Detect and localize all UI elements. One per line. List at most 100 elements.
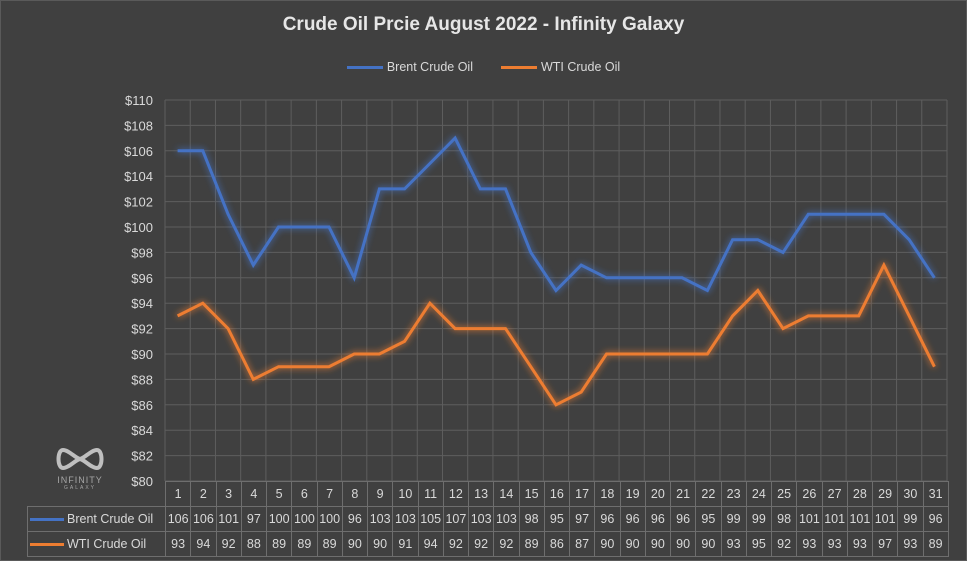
table-cell: 103 <box>493 506 520 532</box>
table-cell: 86 <box>543 531 571 557</box>
table-cell: 87 <box>568 531 596 557</box>
table-cell: 95 <box>695 506 722 532</box>
y-tick-label: $100 <box>124 220 153 235</box>
table-cell: 98 <box>518 506 545 532</box>
table-cell: 105 <box>417 506 444 532</box>
table-cell: 96 <box>619 506 646 532</box>
table-cell: 94 <box>190 531 217 557</box>
wti-key-icon <box>30 543 64 547</box>
chart-legend: Brent Crude Oil WTI Crude Oil <box>0 60 967 74</box>
table-cell: 95 <box>543 506 571 532</box>
table-cell: 101 <box>821 506 848 532</box>
table-cell: 107 <box>442 506 470 532</box>
y-tick-label: $96 <box>131 271 153 286</box>
table-cell: 93 <box>821 531 848 557</box>
table-cell: 89 <box>922 531 949 557</box>
table-corner <box>27 481 166 507</box>
brent-key-icon <box>30 518 64 522</box>
table-cell: 90 <box>695 531 722 557</box>
y-tick-label: $110 <box>125 93 153 108</box>
infinity-icon <box>56 447 104 471</box>
table-day-header: 30 <box>897 481 924 507</box>
y-tick-label: $88 <box>131 372 153 387</box>
table-cell: 88 <box>240 531 268 557</box>
table-day-header: 5 <box>265 481 293 507</box>
table-cell: 103 <box>467 506 495 532</box>
table-cell: 90 <box>669 531 697 557</box>
y-tick-label: $102 <box>124 195 153 210</box>
table-cell: 99 <box>897 506 924 532</box>
table-day-header: 31 <box>922 481 949 507</box>
table-cell: 96 <box>341 506 369 532</box>
table-day-header: 12 <box>442 481 470 507</box>
table-cell: 99 <box>745 506 773 532</box>
table-cell: 106 <box>190 506 217 532</box>
table-cell: 89 <box>316 531 343 557</box>
y-tick-label: $106 <box>124 144 153 159</box>
row-header-wti: WTI Crude Oil <box>27 531 166 557</box>
table-cell: 90 <box>341 531 369 557</box>
table-cell: 89 <box>518 531 545 557</box>
table-row-wti: WTI Crude Oil 93 94 92 88 89 89 89 90 90 91 94 92 92… <box>27 531 949 557</box>
series-lines <box>176 135 936 407</box>
table-day-header: 11 <box>417 481 444 507</box>
table-day-header: 23 <box>720 481 747 507</box>
table-cell: 90 <box>619 531 646 557</box>
table-cell: 92 <box>442 531 470 557</box>
table-cell: 101 <box>871 506 899 532</box>
table-cell: 93 <box>846 531 874 557</box>
table-day-header: 15 <box>518 481 545 507</box>
table-cell: 97 <box>568 506 596 532</box>
table-cell: 97 <box>871 531 899 557</box>
table-day-header: 6 <box>291 481 318 507</box>
y-tick-label: $98 <box>131 245 153 260</box>
y-tick-label: $84 <box>131 423 153 438</box>
y-axis-labels: $80$82$84$86$88$90$92$94$96$98$100$102$1… <box>124 93 153 489</box>
table-cell: 92 <box>770 531 798 557</box>
table-day-header: 28 <box>846 481 874 507</box>
table-cell: 103 <box>366 506 394 532</box>
table-day-header: 14 <box>493 481 520 507</box>
table-cell: 101 <box>846 506 874 532</box>
table-day-header: 2 <box>190 481 217 507</box>
table-cell: 100 <box>291 506 318 532</box>
table-cell: 96 <box>644 506 672 532</box>
table-cell: 96 <box>922 506 949 532</box>
y-tick-label: $92 <box>131 322 153 337</box>
table-day-header: 18 <box>594 481 621 507</box>
series-line-wti <box>176 261 936 407</box>
table-cell: 92 <box>467 531 495 557</box>
logo-text: INFINITY <box>57 475 103 485</box>
table-day-header: 4 <box>240 481 268 507</box>
legend-item-brent: Brent Crude Oil <box>346 60 473 74</box>
table-day-header: 13 <box>467 481 495 507</box>
table-day-header: 1 <box>164 481 192 507</box>
table-cell: 96 <box>594 506 621 532</box>
table-day-header: 24 <box>745 481 773 507</box>
table-cell: 101 <box>796 506 823 532</box>
table-day-header: 8 <box>341 481 369 507</box>
table-day-header: 10 <box>392 481 419 507</box>
table-cell: 98 <box>770 506 798 532</box>
table-day-header: 27 <box>821 481 848 507</box>
table-day-header: 21 <box>669 481 697 507</box>
table-cell: 90 <box>594 531 621 557</box>
table-row-brent: Brent Crude Oil 106 106 101 97 100 100 100 96 10… <box>27 506 949 532</box>
table-cell: 101 <box>215 506 242 532</box>
table-cell: 89 <box>291 531 318 557</box>
table-cell: 100 <box>265 506 293 532</box>
y-tick-label: $104 <box>124 169 153 184</box>
table-cell: 92 <box>493 531 520 557</box>
table-header-row: 1 2 3 4 5 6 7 8 9 10 11 12 13 14 15 16 17 18 19 20 21 22 23 24 2… <box>27 481 949 507</box>
table-cell: 93 <box>164 531 192 557</box>
y-tick-label: $82 <box>131 449 153 464</box>
series-line-brent <box>177 135 936 293</box>
y-tick-label: $90 <box>131 347 153 362</box>
brent-swatch-icon <box>346 65 383 69</box>
table-cell: 106 <box>164 506 192 532</box>
table-cell: 100 <box>316 506 343 532</box>
table-day-header: 25 <box>770 481 798 507</box>
table-cell: 95 <box>745 531 773 557</box>
table-cell: 89 <box>265 531 293 557</box>
